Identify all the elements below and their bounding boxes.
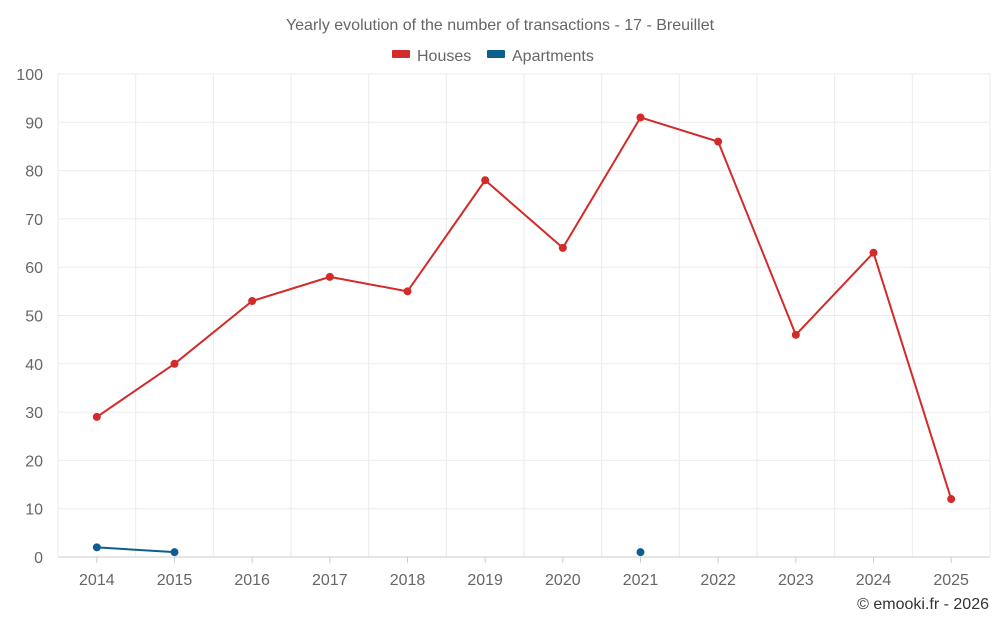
legend-swatch-houses	[392, 50, 410, 58]
data-point-houses[interactable]	[403, 287, 412, 296]
x-tick-label: 2024	[856, 572, 892, 589]
data-point-houses[interactable]	[636, 113, 645, 122]
y-tick-label: 10	[25, 502, 43, 519]
series-line-apartments	[96, 546, 175, 554]
data-point-houses[interactable]	[714, 137, 723, 146]
data-point-houses[interactable]	[791, 330, 800, 339]
credit-text: © emooki.fr - 2026	[857, 596, 989, 613]
data-point-houses[interactable]	[481, 176, 490, 185]
data-point-apartments[interactable]	[636, 548, 645, 557]
data-point-houses[interactable]	[248, 297, 257, 306]
x-tick-label: 2023	[778, 572, 814, 589]
y-tick-label: 60	[25, 260, 43, 277]
y-tick-label: 90	[25, 115, 43, 132]
y-tick-label: 100	[16, 67, 43, 84]
data-point-houses[interactable]	[869, 248, 878, 257]
y-tick-label: 40	[25, 357, 43, 374]
y-tick-label: 70	[25, 212, 43, 229]
data-point-apartments[interactable]	[170, 548, 179, 557]
y-tick-label: 30	[25, 405, 43, 422]
x-tick-label: 2017	[312, 572, 348, 589]
series	[92, 113, 956, 557]
data-point-houses[interactable]	[947, 495, 956, 504]
y-tick-label: 0	[34, 550, 43, 567]
chart-title: Yearly evolution of the number of transa…	[286, 17, 715, 34]
legend-item-apartments[interactable]: Apartments	[487, 48, 594, 65]
x-tick-label: 2014	[79, 572, 115, 589]
x-tick-label: 2025	[933, 572, 969, 589]
series-houses	[92, 113, 956, 504]
legend-label-houses: Houses	[417, 48, 471, 65]
data-point-houses[interactable]	[325, 272, 334, 281]
data-point-apartments[interactable]	[92, 543, 101, 552]
x-tick-label: 2015	[157, 572, 193, 589]
x-tick-label: 2022	[700, 572, 736, 589]
x-axis-ticks: 2014 2015 2016 2017 2018 2019 2020 2021 2022 2023…	[79, 557, 969, 589]
x-tick-label: 2020	[545, 572, 581, 589]
y-tick-label: 50	[25, 309, 43, 326]
data-point-houses[interactable]	[92, 412, 101, 421]
y-tick-label: 20	[25, 453, 43, 470]
legend-label-apartments: Apartments	[512, 48, 594, 65]
legend-item-houses[interactable]: Houses	[392, 48, 471, 65]
series-apartments	[92, 543, 645, 557]
data-point-houses[interactable]	[558, 243, 567, 252]
series-line-houses	[96, 116, 953, 500]
y-tick-label: 80	[25, 164, 43, 181]
legend: Houses Apartments	[392, 48, 594, 65]
x-tick-label: 2016	[234, 572, 270, 589]
x-tick-label: 2018	[390, 572, 426, 589]
x-tick-label: 2019	[467, 572, 503, 589]
x-tick-label: 2021	[623, 572, 659, 589]
y-axis-ticks: 0 10 20 30 40 50 60 70 80 90 100	[16, 67, 43, 567]
data-point-houses[interactable]	[170, 359, 179, 368]
grid	[57, 73, 991, 558]
legend-swatch-apartments	[487, 50, 505, 58]
